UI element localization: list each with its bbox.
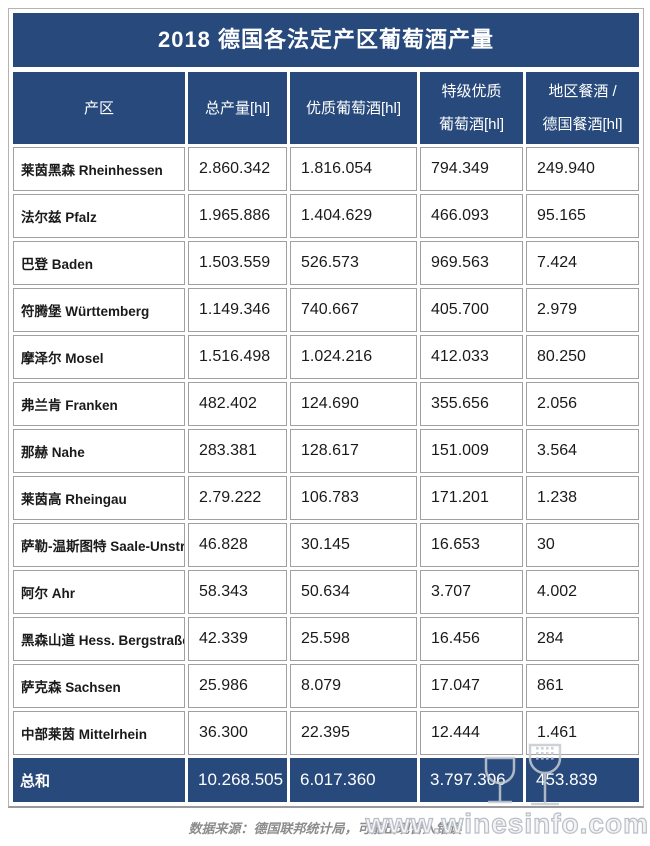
value-cell: 249.940 [526, 147, 639, 191]
region-cell: 符腾堡 Württemberg [13, 288, 185, 332]
value-cell: 405.700 [420, 288, 523, 332]
region-cell: 萨勒-温斯图特 Saale-Unstrut [13, 523, 185, 567]
value-cell: 106.783 [290, 476, 417, 520]
table-row: 符腾堡 Württemberg 1.149.346 740.667 405.70… [13, 288, 639, 332]
value-cell: 3.564 [526, 429, 639, 473]
value-cell: 17.047 [420, 664, 523, 708]
table-row: 法尔兹 Pfalz 1.965.886 1.404.629 466.093 95… [13, 194, 639, 238]
table-row: 黑森山道 Hess. Bergstraße 42.339 25.598 16.4… [13, 617, 639, 661]
value-cell: 42.339 [188, 617, 287, 661]
region-cell: 法尔兹 Pfalz [13, 194, 185, 238]
table-row: 那赫 Nahe 283.381 128.617 151.009 3.564 [13, 429, 639, 473]
value-cell: 30.145 [290, 523, 417, 567]
value-cell: 355.656 [420, 382, 523, 426]
value-cell: 283.381 [188, 429, 287, 473]
value-cell: 16.456 [420, 617, 523, 661]
value-cell: 4.002 [526, 570, 639, 614]
value-cell: 128.617 [290, 429, 417, 473]
value-cell: 8.079 [290, 664, 417, 708]
value-cell: 2.79.222 [188, 476, 287, 520]
column-header-table-wine: 地区餐酒 / 德国餐酒[hl] [526, 72, 639, 144]
value-cell: 794.349 [420, 147, 523, 191]
region-cell: 摩泽尔 Mosel [13, 335, 185, 379]
table-row: 莱茵黑森 Rheinhessen 2.860.342 1.816.054 794… [13, 147, 639, 191]
region-cell: 萨克森 Sachsen [13, 664, 185, 708]
value-cell: 1.516.498 [188, 335, 287, 379]
value-cell: 58.343 [188, 570, 287, 614]
value-cell: 1.149.346 [188, 288, 287, 332]
value-cell: 95.165 [526, 194, 639, 238]
value-cell: 25.986 [188, 664, 287, 708]
value-cell: 2.056 [526, 382, 639, 426]
value-cell: 482.402 [188, 382, 287, 426]
value-cell: 284 [526, 617, 639, 661]
value-cell: 16.653 [420, 523, 523, 567]
table-row: 萨克森 Sachsen 25.986 8.079 17.047 861 [13, 664, 639, 708]
wine-glasses-icon [484, 743, 562, 806]
value-cell: 1.404.629 [290, 194, 417, 238]
table-row: 中部莱茵 Mittelrhein 36.300 22.395 12.444 1.… [13, 711, 639, 755]
value-cell: 25.598 [290, 617, 417, 661]
region-cell: 巴登 Baden [13, 241, 185, 285]
region-cell: 莱茵高 Rheingau [13, 476, 185, 520]
table: 2018 德国各法定产区葡萄酒产量 产区 总产量[hl] 优质葡萄酒[hl] 特… [8, 8, 644, 808]
value-cell: 1.238 [526, 476, 639, 520]
value-cell: 740.667 [290, 288, 417, 332]
table-title: 2018 德国各法定产区葡萄酒产量 [13, 13, 639, 67]
table-row: 莱茵高 Rheingau 2.79.222 106.783 171.201 1.… [13, 476, 639, 520]
table-row: 巴登 Baden 1.503.559 526.573 969.563 7.424 [13, 241, 639, 285]
column-header-quality-wine: 优质葡萄酒[hl] [290, 72, 417, 144]
table-row: 弗兰肯 Franken 482.402 124.690 355.656 2.05… [13, 382, 639, 426]
value-cell: 12.444 [420, 711, 523, 755]
value-cell: 1.024.216 [290, 335, 417, 379]
value-cell: 80.250 [526, 335, 639, 379]
value-cell: 7.424 [526, 241, 639, 285]
table-body: 莱茵黑森 Rheinhessen 2.860.342 1.816.054 794… [13, 147, 639, 755]
column-header-praedikat-wine: 特级优质 葡萄酒[hl] [420, 72, 523, 144]
total-row: 总和 10.268.505 6.017.360 3.797.306 453.83… [13, 758, 639, 802]
table-row: 萨勒-温斯图特 Saale-Unstrut 46.828 30.145 16.6… [13, 523, 639, 567]
value-cell: 30 [526, 523, 639, 567]
value-cell: 1.816.054 [290, 147, 417, 191]
value-cell: 171.201 [420, 476, 523, 520]
region-cell: 阿尔 Ahr [13, 570, 185, 614]
value-cell: 46.828 [188, 523, 287, 567]
value-cell: 1.965.886 [188, 194, 287, 238]
value-cell: 969.563 [420, 241, 523, 285]
value-cell: 526.573 [290, 241, 417, 285]
value-cell: 466.093 [420, 194, 523, 238]
region-cell: 弗兰肯 Franken [13, 382, 185, 426]
table-row: 摩泽尔 Mosel 1.516.498 1.024.216 412.033 80… [13, 335, 639, 379]
region-cell: 莱茵黑森 Rheinhessen [13, 147, 185, 191]
total-value-cell: 10.268.505 [188, 758, 287, 802]
table-row: 阿尔 Ahr 58.343 50.634 3.707 4.002 [13, 570, 639, 614]
value-cell: 50.634 [290, 570, 417, 614]
region-cell: 黑森山道 Hess. Bergstraße [13, 617, 185, 661]
value-cell: 36.300 [188, 711, 287, 755]
column-header-total: 总产量[hl] [188, 72, 287, 144]
total-label-cell: 总和 [13, 758, 185, 802]
value-cell: 1.503.559 [188, 241, 287, 285]
value-cell: 412.033 [420, 335, 523, 379]
value-cell: 124.690 [290, 382, 417, 426]
total-value-cell: 6.017.360 [290, 758, 417, 802]
region-cell: 那赫 Nahe [13, 429, 185, 473]
value-cell: 22.395 [290, 711, 417, 755]
value-cell: 861 [526, 664, 639, 708]
source-note: 数据来源：德国联邦统计局，可能出现舍入错误 [188, 821, 462, 836]
value-cell: 3.707 [420, 570, 523, 614]
table-header-row: 产区 总产量[hl] 优质葡萄酒[hl] 特级优质 葡萄酒[hl] 地区餐酒 /… [13, 72, 639, 144]
value-cell: 1.461 [526, 711, 639, 755]
value-cell: 2.860.342 [188, 147, 287, 191]
region-cell: 中部莱茵 Mittelrhein [13, 711, 185, 755]
value-cell: 151.009 [420, 429, 523, 473]
value-cell: 2.979 [526, 288, 639, 332]
column-header-region: 产区 [13, 72, 185, 144]
website-watermark: www.winesinfo.com [365, 807, 649, 839]
